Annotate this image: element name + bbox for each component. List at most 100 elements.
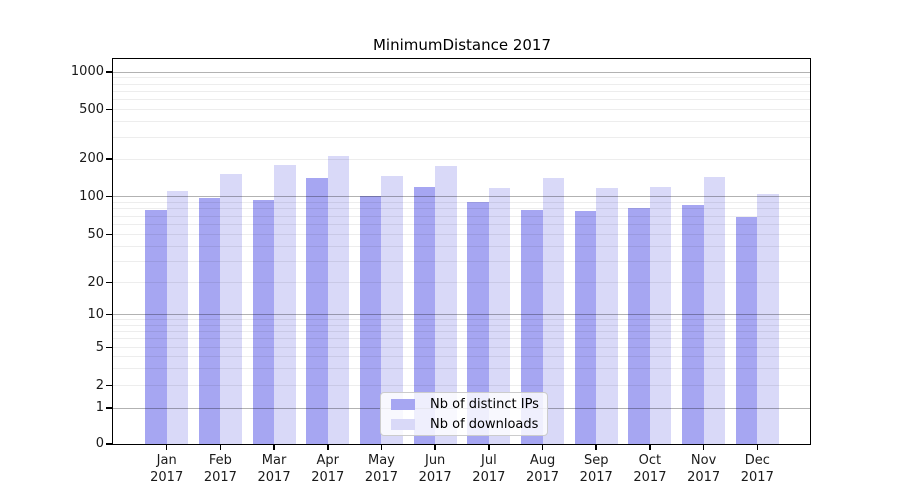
bar-distinct-ips [306,177,328,444]
bar-distinct-ips [735,216,758,444]
y-axis-tick [106,407,112,409]
bar-distinct-ips [145,210,167,444]
y-gridline-minor [113,158,811,160]
bar-downloads [757,194,779,444]
y-gridline-minor [113,319,811,321]
bar-distinct-ips [467,202,489,444]
y-gridline-minor [113,282,811,283]
y-gridline-minor [113,224,811,225]
y-gridline-major [113,314,811,315]
x-axis-tick [434,445,436,450]
x-axis-tick [541,445,544,450]
y-axis-tick-label: 200 [79,151,104,166]
x-axis-tick [488,445,490,450]
x-axis-tick [702,445,705,450]
bar-downloads [166,190,189,444]
x-axis-tick [595,445,597,450]
y-gridline-minor [113,347,811,348]
y-gridline-minor [113,99,811,101]
legend-label-downloads: Nb of downloads [430,416,539,432]
y-axis-tick [106,71,112,73]
bar-downloads [649,187,672,444]
y-axis-tick-label: 500 [79,101,104,117]
y-gridline-major [113,196,811,197]
y-gridline-minor [113,330,811,332]
x-axis-tick-label: Sep 2017 [579,453,613,485]
y-gridline-minor [113,260,811,262]
y-axis-tick-label: 100 [79,188,104,204]
legend-label-distinct-ips: Nb of distinct IPs [430,396,539,412]
y-axis-tick [106,443,112,445]
x-axis-tick [165,445,168,450]
y-gridline-minor [113,83,811,85]
y-axis-tick [106,384,112,387]
x-axis-tick [380,445,383,450]
bar-distinct-ips [628,208,650,444]
y-axis-tick-label: 1 [95,400,104,415]
bar-distinct-ips [682,205,704,444]
x-axis-tick [649,445,651,450]
x-axis-tick-label: Nov 2017 [687,453,721,485]
y-axis-tick [106,346,112,349]
x-axis-tick [219,445,222,450]
x-axis-tick-label: Feb 2017 [203,453,237,485]
legend: Nb of distinct IPs Nb of downloads [380,392,548,436]
y-gridline-minor [113,121,811,123]
chart-title: MinimumDistance 2017 [372,36,552,54]
x-axis-tick-label: Aug 2017 [525,453,560,485]
y-axis-tick-label: 10 [87,306,104,322]
y-axis-tick [106,195,112,198]
bar-distinct-ips [521,210,543,444]
x-axis-tick [273,445,275,450]
bar-downloads [542,178,565,444]
y-gridline-minor [113,109,811,110]
y-axis-tick [106,158,112,160]
y-axis-tick-label: 5 [95,339,104,355]
y-gridline-minor [113,136,811,138]
legend-swatch-distinct-ips [391,398,415,410]
y-gridline-minor [113,245,811,247]
y-axis-tick [106,281,112,284]
y-gridline-minor [113,338,811,340]
y-gridline-minor [113,90,811,92]
x-axis-tick-label: Jan 2017 [150,453,184,485]
y-gridline-minor [113,324,811,326]
bar-downloads [381,176,403,444]
y-gridline-minor [113,368,811,370]
x-axis-tick [756,445,759,450]
y-gridline-minor [113,215,811,217]
y-axis-tick [106,313,112,316]
y-axis-tick [106,233,112,236]
bar-distinct-ips [413,187,436,444]
y-axis-tick-label: 2 [95,377,104,393]
bar-distinct-ips [252,200,275,444]
bar-downloads [488,187,511,444]
bar-distinct-ips [198,197,221,444]
legend-item-downloads: Nb of downloads [389,416,539,433]
x-axis-tick-label: Jul 2017 [472,453,506,485]
y-gridline-minor [113,385,811,386]
bar-downloads [703,176,726,444]
x-axis-tick-label: Apr 2017 [311,453,345,485]
bar-downloads [435,165,457,444]
x-axis-tick [327,445,329,450]
bar-distinct-ips [574,210,597,444]
bar-downloads [274,165,296,444]
y-gridline-minor [113,77,811,79]
y-axis-tick-label: 20 [87,274,104,290]
x-axis-tick-label: Jun 2017 [418,453,452,485]
x-axis-tick-label: May 2017 [364,453,398,485]
x-axis-tick-label: Oct 2017 [633,453,667,485]
x-axis-tick-label: Dec 2017 [740,453,774,485]
y-gridline-minor [113,356,811,358]
legend-swatch-downloads [391,418,415,430]
y-axis-tick-label: 50 [87,226,104,242]
y-axis-tick-label: 0 [95,436,104,451]
y-axis-tick-label: 1000 [70,64,104,79]
bar-distinct-ips [359,195,382,444]
y-gridline-minor [113,201,811,203]
bar-downloads [596,188,618,444]
bar-downloads [327,156,350,444]
x-axis-tick-label: Mar 2017 [257,453,291,485]
